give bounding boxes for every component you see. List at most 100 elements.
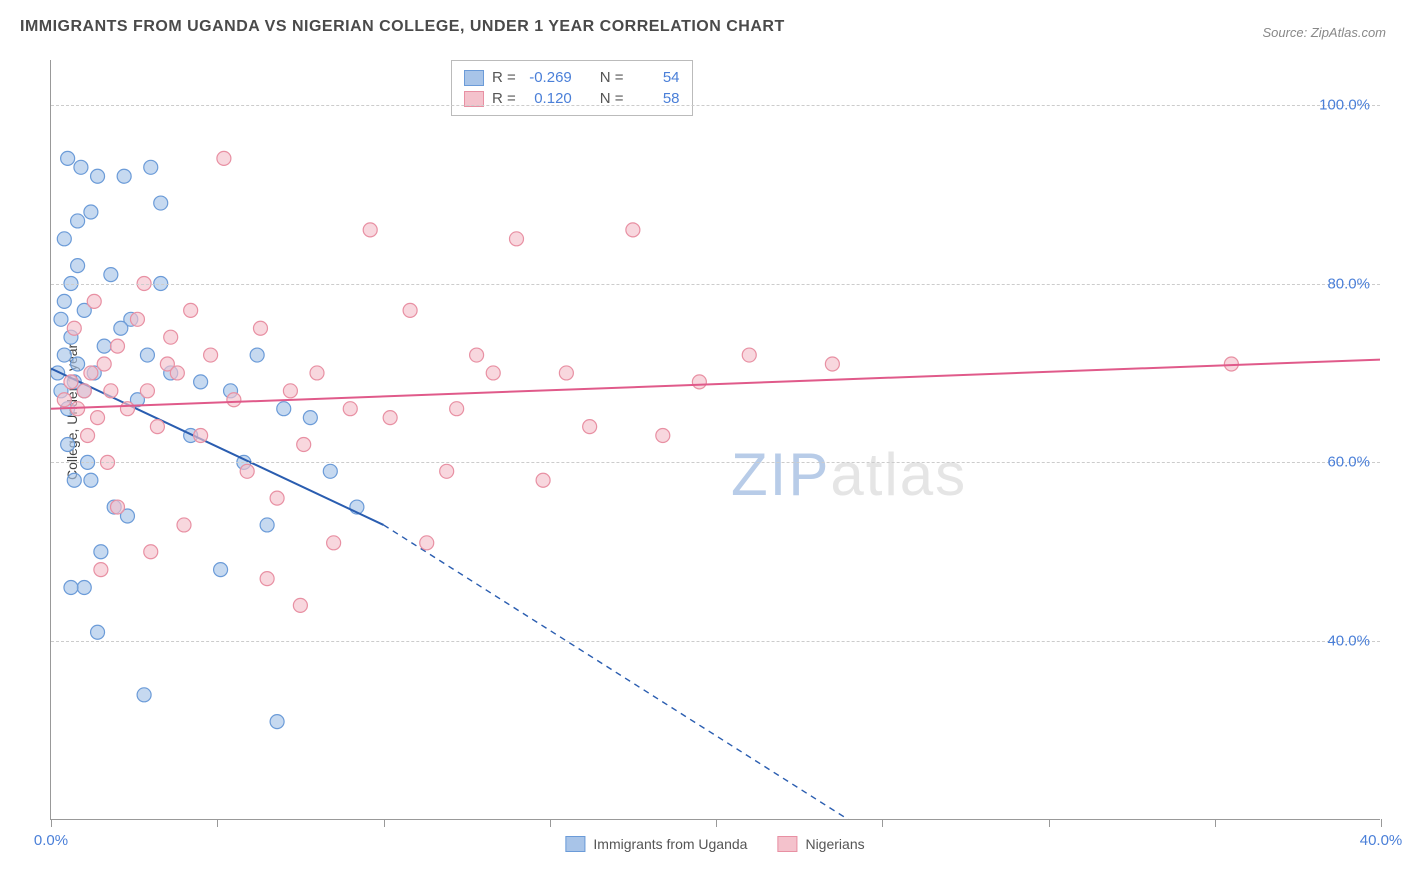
series-legend: Immigrants from Uganda Nigerians: [565, 836, 864, 852]
series-legend-item: Immigrants from Uganda: [565, 836, 747, 852]
data-point: [111, 339, 125, 353]
legend-row: R = -0.269 N = 54: [464, 67, 680, 88]
data-point: [144, 160, 158, 174]
y-tick-label: 100.0%: [1319, 96, 1370, 113]
data-point: [94, 563, 108, 577]
data-point: [403, 303, 417, 317]
data-point: [114, 321, 128, 335]
legend-row: R =0.120N =58: [464, 88, 680, 109]
legend-n-label: N =: [600, 69, 624, 86]
data-point: [343, 402, 357, 416]
data-point: [94, 545, 108, 559]
source-attribution: Source: ZipAtlas.com: [1262, 25, 1386, 40]
data-point: [104, 268, 118, 282]
x-tick: [217, 819, 218, 827]
data-point: [486, 366, 500, 380]
legend-r-value: -0.269: [524, 69, 572, 86]
data-point: [293, 598, 307, 612]
data-point: [184, 303, 198, 317]
data-point: [297, 437, 311, 451]
data-point: [54, 312, 68, 326]
data-point: [130, 312, 144, 326]
data-point: [240, 464, 254, 478]
data-point: [363, 223, 377, 237]
x-tick: [51, 819, 52, 827]
grid-line: [51, 284, 1380, 285]
data-point: [536, 473, 550, 487]
data-point: [260, 518, 274, 532]
data-point: [91, 169, 105, 183]
data-point: [277, 402, 291, 416]
data-point: [137, 688, 151, 702]
chart-title: IMMIGRANTS FROM UGANDA VS NIGERIAN COLLE…: [20, 18, 785, 36]
x-tick: [1381, 819, 1382, 827]
x-tick: [1049, 819, 1050, 827]
y-tick-label: 80.0%: [1327, 275, 1370, 292]
series-legend-item: Nigerians: [777, 836, 864, 852]
data-point: [144, 545, 158, 559]
x-tick-label: 40.0%: [1360, 832, 1403, 849]
data-point: [71, 259, 85, 273]
data-point: [656, 429, 670, 443]
data-point: [260, 572, 274, 586]
correlation-legend: R = -0.269 N = 54 R =0.120N =58: [451, 60, 693, 116]
y-tick-label: 60.0%: [1327, 454, 1370, 471]
grid-line: [51, 105, 1380, 106]
data-point: [57, 232, 71, 246]
data-point: [194, 375, 208, 389]
grid-line: [51, 641, 1380, 642]
data-point: [327, 536, 341, 550]
data-point: [270, 715, 284, 729]
legend-r-label: R =: [492, 69, 516, 86]
plot-box: ZIPatlas R =-0.269N =54R =0.120N =58 40.…: [50, 60, 1380, 820]
data-point: [420, 536, 434, 550]
data-point: [253, 321, 267, 335]
data-point: [84, 473, 98, 487]
data-point: [450, 402, 464, 416]
data-point: [583, 420, 597, 434]
data-point: [84, 205, 98, 219]
data-point: [67, 473, 81, 487]
data-point: [81, 429, 95, 443]
data-point: [440, 464, 454, 478]
data-point: [71, 214, 85, 228]
legend-swatch: [565, 836, 585, 852]
data-point: [170, 366, 184, 380]
data-point: [84, 366, 98, 380]
data-point: [64, 581, 78, 595]
data-point: [61, 151, 75, 165]
data-point: [57, 348, 71, 362]
series-legend-label: Nigerians: [805, 836, 864, 852]
data-point: [194, 429, 208, 443]
legend-n-value: 54: [632, 69, 680, 86]
trend-line-dashed: [384, 525, 850, 819]
data-point: [470, 348, 484, 362]
data-point: [303, 411, 317, 425]
trend-line: [51, 360, 1380, 409]
x-tick: [550, 819, 551, 827]
x-tick: [384, 819, 385, 827]
data-point: [559, 366, 573, 380]
data-point: [67, 321, 81, 335]
data-point: [77, 384, 91, 398]
data-point: [91, 625, 105, 639]
data-point: [120, 402, 134, 416]
x-tick-label: 0.0%: [34, 832, 68, 849]
data-point: [217, 151, 231, 165]
data-point: [74, 160, 88, 174]
grid-line: [51, 462, 1380, 463]
data-point: [77, 581, 91, 595]
data-point: [57, 393, 71, 407]
data-point: [71, 357, 85, 371]
series-legend-label: Immigrants from Uganda: [593, 836, 747, 852]
data-point: [164, 330, 178, 344]
data-point: [61, 437, 75, 451]
data-point: [64, 375, 78, 389]
chart-area: College, Under 1 year ZIPatlas R =-0.269…: [50, 60, 1380, 820]
data-point: [310, 366, 324, 380]
data-point: [283, 384, 297, 398]
x-tick: [1215, 819, 1216, 827]
data-point: [692, 375, 706, 389]
data-point: [510, 232, 524, 246]
legend-swatch: [777, 836, 797, 852]
